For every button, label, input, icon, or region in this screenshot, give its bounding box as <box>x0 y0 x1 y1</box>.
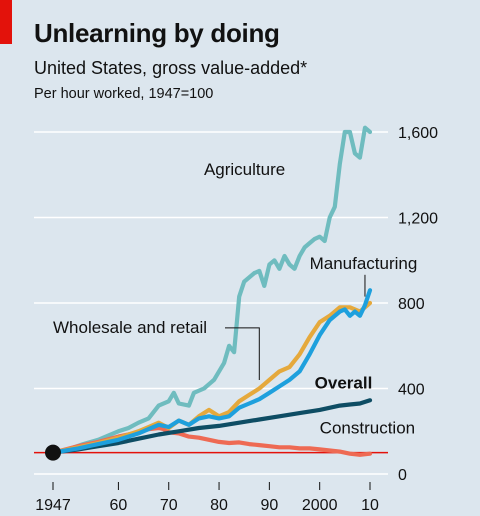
y-tick-label: 1,600 <box>398 125 438 142</box>
x-tick-label: 90 <box>260 497 278 514</box>
leader-line <box>225 327 260 380</box>
brand-red-tag <box>0 0 12 44</box>
annotation-agriculture: Agriculture <box>204 160 285 179</box>
annotation-wholesale-and-retail: Wholesale and retail <box>53 318 207 337</box>
y-tick-label: 400 <box>398 382 425 399</box>
y-tick-label: 1,200 <box>398 211 438 228</box>
x-tick-label: 2000 <box>302 497 338 514</box>
x-axis: 1947 60 70 80 90 2000 10 <box>35 482 379 514</box>
gridlines <box>34 131 388 475</box>
x-tick-label: 1947 <box>35 497 71 514</box>
annotation-manufacturing: Manufacturing <box>310 254 418 273</box>
chart-units-note: Per hour worked, 1947=100 <box>34 86 214 102</box>
chart-title: Unlearning by doing <box>34 18 280 48</box>
series-lines <box>45 125 373 461</box>
x-tick-label: 80 <box>210 497 228 514</box>
base-year-marker <box>45 444 61 461</box>
overall-line <box>50 398 373 455</box>
annotation-construction: Construction <box>320 418 415 437</box>
x-tick-label: 10 <box>361 497 379 514</box>
agriculture-line <box>50 125 373 455</box>
y-tick-label: 800 <box>398 296 425 313</box>
chart-subtitle: United States, gross value-added* <box>34 58 308 78</box>
series-annotations: Agriculture Manufacturing Wholesale and re… <box>53 160 417 438</box>
x-tick-label: 60 <box>110 497 128 514</box>
x-tick-label: 70 <box>160 497 178 514</box>
manufacturing-line <box>50 288 373 455</box>
y-tick-label: 0 <box>398 467 407 484</box>
annotation-overall: Overall <box>315 374 373 393</box>
y-axis: 0 400 800 1,200 1,600 <box>398 125 438 484</box>
